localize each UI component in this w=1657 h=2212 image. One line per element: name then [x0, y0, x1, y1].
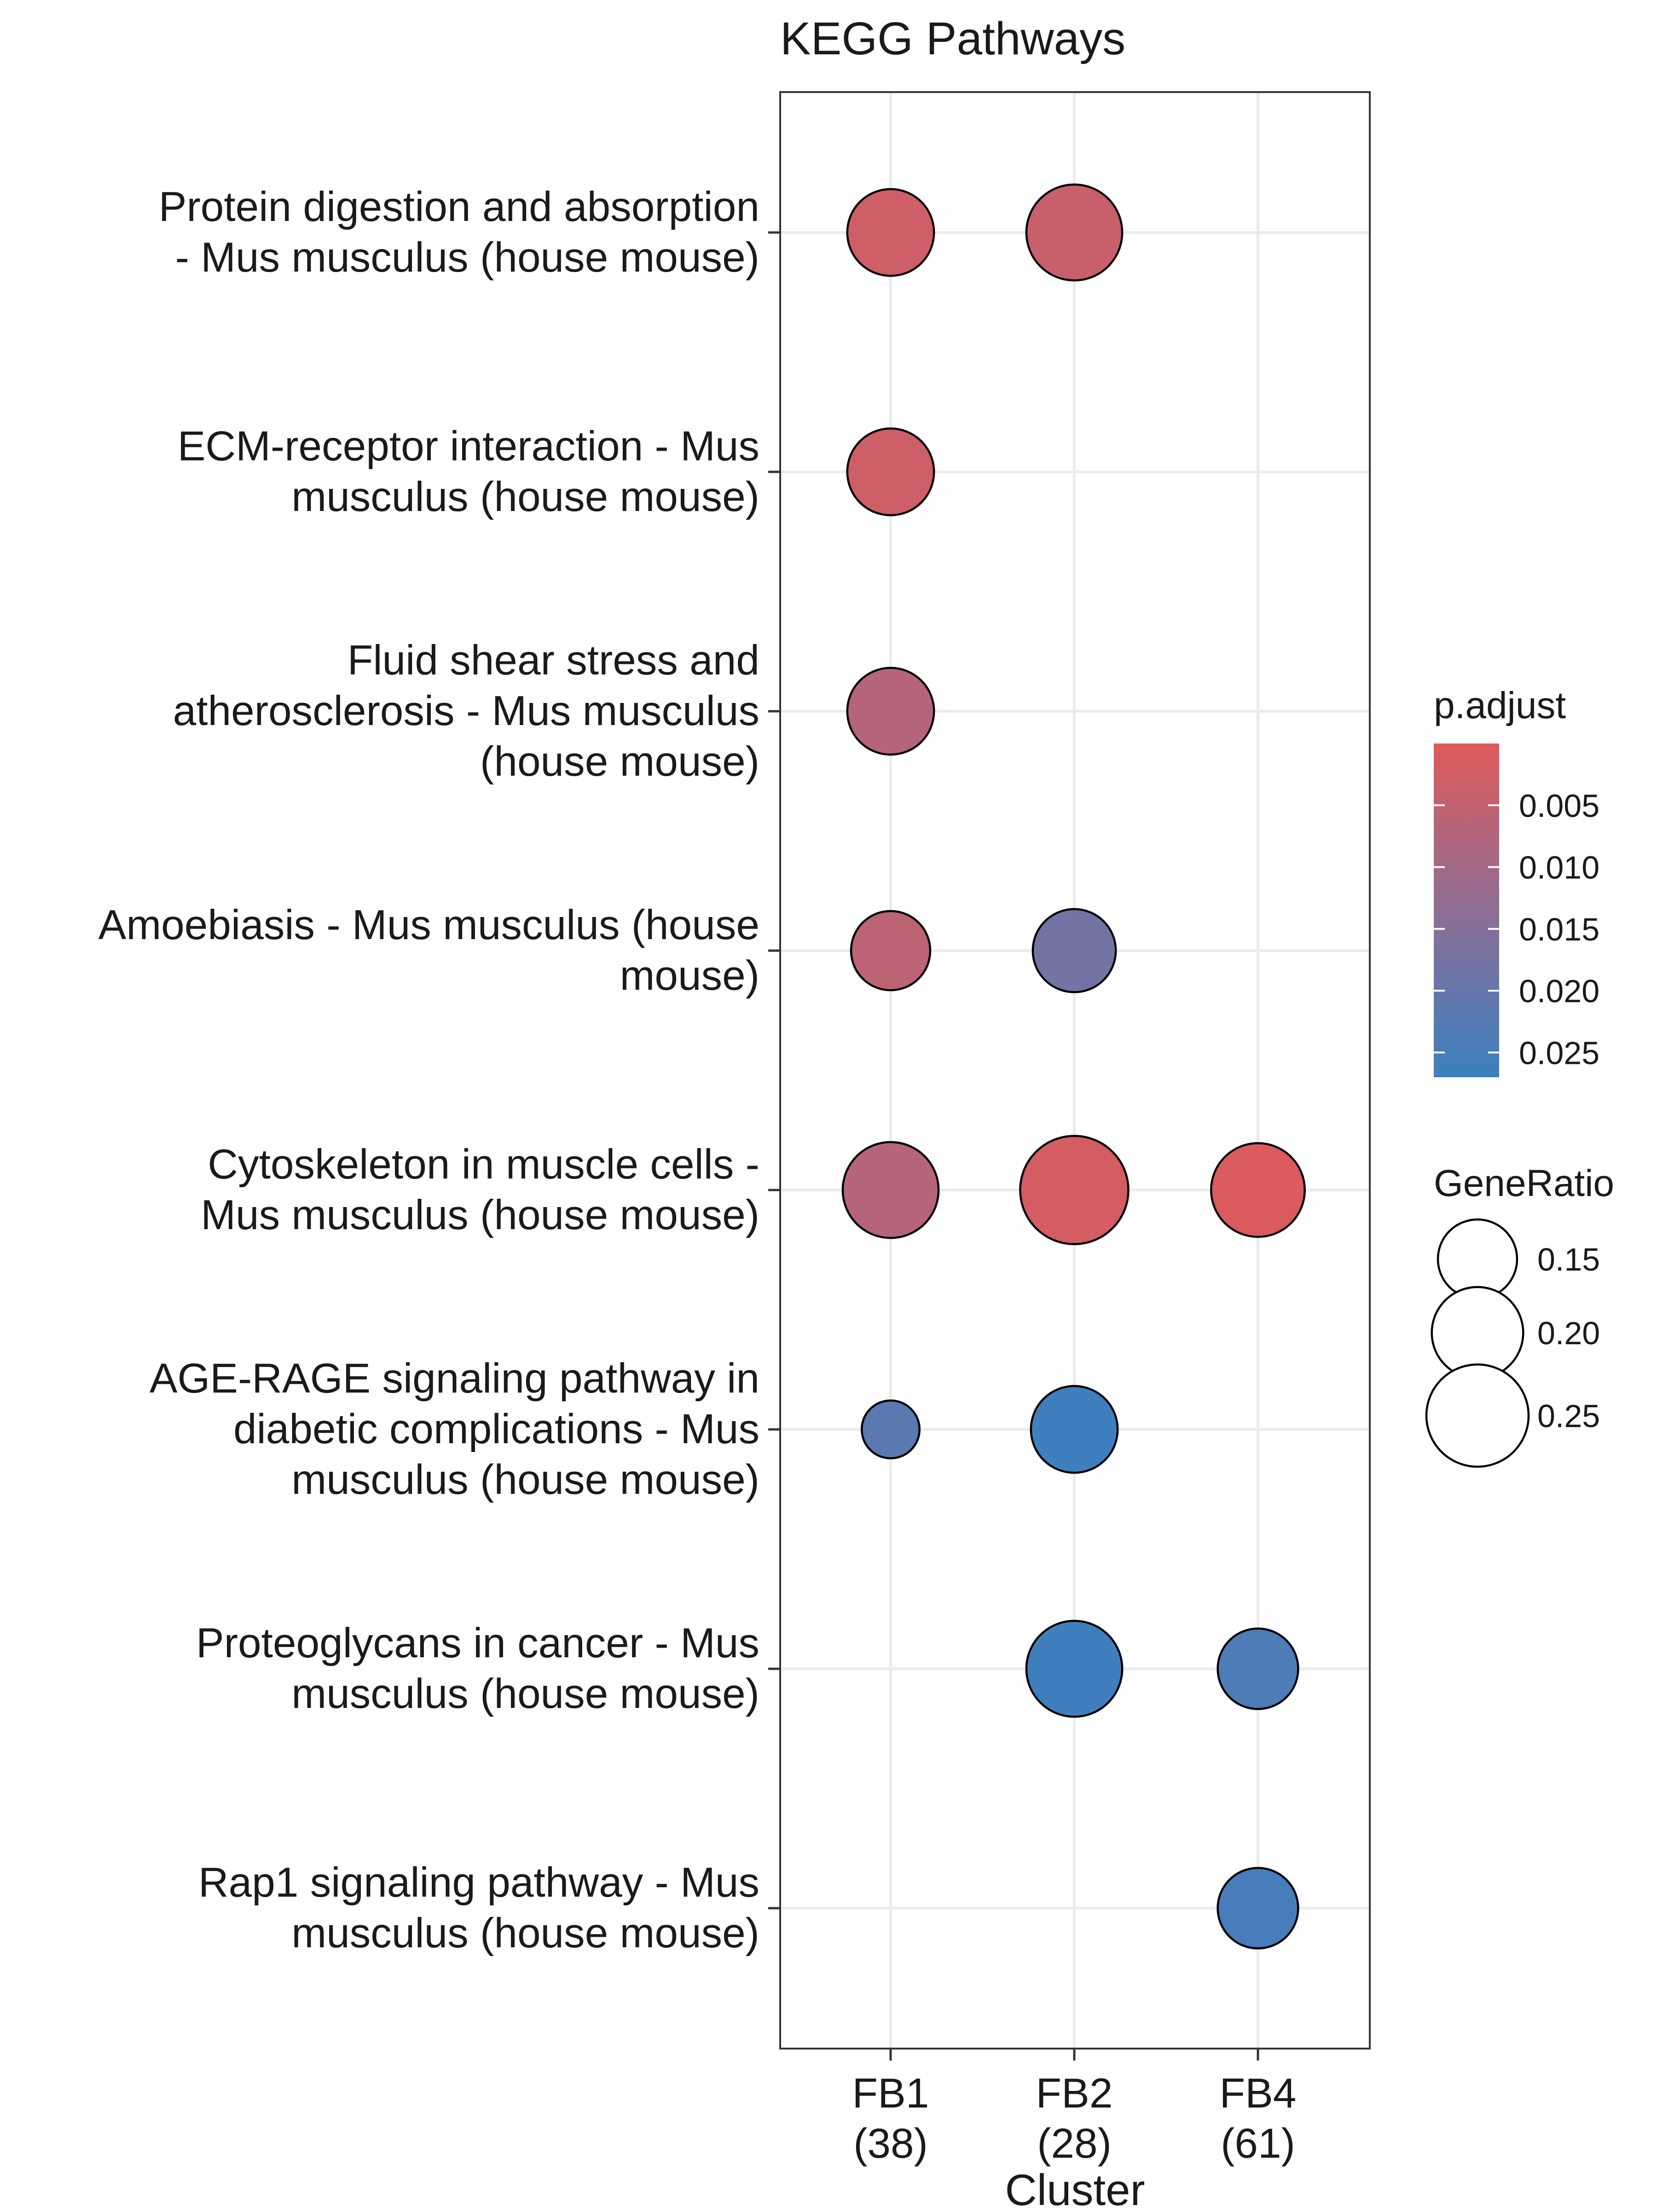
data-point-fb2-row-4 — [1019, 1135, 1130, 1245]
y-tick-label-4: Cytoskeleton in muscle cells -Mus muscul… — [201, 1141, 759, 1238]
y-tick-label-line: Cytoskeleton in muscle cells - — [208, 1141, 759, 1188]
data-point-fb2-row-5 — [1030, 1385, 1119, 1474]
color-legend-label-4: 0.025 — [1519, 1035, 1599, 1071]
chart-title: KEGG Pathways — [780, 13, 1125, 64]
axis-layer: KEGG Pathways Protein digestion and absor… — [98, 13, 1371, 2212]
grid-layer — [780, 92, 1370, 2049]
y-tick-label-line: (house mouse) — [480, 738, 759, 785]
size-legend-title: GeneRatio — [1434, 1162, 1614, 1204]
y-tick-label-7: Rap1 signaling pathway - Mus musculus (ho… — [198, 1859, 759, 1957]
y-tick-label-line: Proteoglycans in cancer - Mus — [196, 1620, 759, 1666]
y-tick-label-line: Protein digestion and absorption — [159, 184, 759, 230]
data-point-fb1-row-2 — [846, 667, 935, 756]
y-tick-label-line: diabetic complications - Mus — [233, 1406, 759, 1452]
data-point-fb2-row-0 — [1025, 183, 1124, 282]
y-tick-label-line: musculus (house mouse) — [291, 1910, 759, 1957]
y-tick-label-line: AGE-RAGE signaling pathway in — [150, 1355, 759, 1402]
data-point-fb2-row-6 — [1025, 1620, 1124, 1718]
x-tick-label-fb4: FB4 — [1220, 2070, 1297, 2117]
data-point-fb1-row-4 — [841, 1141, 940, 1239]
color-legend-label-3: 0.020 — [1519, 973, 1599, 1009]
y-tick-label-5: AGE-RAGE signaling pathway in diabetic co… — [150, 1355, 759, 1503]
data-point-fb1-row-3 — [850, 910, 932, 992]
color-legend-label-1: 0.010 — [1519, 850, 1599, 886]
size-legend-label-0: 0.15 — [1537, 1242, 1600, 1277]
y-tick-label-0: Protein digestion and absorption - Mus mu… — [159, 184, 759, 281]
data-point-fb4-row-6 — [1217, 1627, 1299, 1710]
y-tick-label-line: - Mus musculus (house mouse) — [175, 234, 759, 281]
y-tick-label-line: Fluid shear stress and — [348, 637, 759, 684]
y-tick-label-line: musculus (house mouse) — [291, 1671, 759, 1717]
size-legend-circle-2 — [1425, 1363, 1530, 1468]
data-point-fb1-row-5 — [860, 1399, 921, 1460]
color-legend-title: p.adjust — [1434, 685, 1566, 726]
color-legend-label-0: 0.005 — [1519, 788, 1599, 824]
data-point-fb1-row-0 — [846, 188, 935, 277]
y-tick-label-6: Proteoglycans in cancer - Mus musculus (h… — [196, 1620, 759, 1717]
data-point-fb2-row-3 — [1031, 908, 1117, 993]
x-tick-label-fb1: FB1 — [852, 2070, 929, 2117]
y-tick-label-line: Rap1 signaling pathway - Mus — [198, 1859, 759, 1906]
x-tick-label-fb2: FB2 — [1036, 2070, 1113, 2117]
y-tick-label-line: Amoebiasis - Mus musculus (house — [98, 902, 759, 948]
color-legend-label-2: 0.015 — [1519, 912, 1599, 947]
legend-layer: p.adjust 0.005 0.010 0.015 0.020 0.025 GeneRat… — [1425, 685, 1614, 1468]
x-tick-count-fb2: (28) — [1037, 2120, 1112, 2167]
y-tick-label-3: Amoebiasis - Mus musculus (house mouse) — [98, 902, 759, 999]
y-tick-label-line: musculus (house mouse) — [291, 1457, 759, 1503]
y-tick-label-1: ECM-receptor interaction - Mus musculus (… — [178, 423, 759, 520]
size-legend-label-2: 0.25 — [1537, 1398, 1600, 1434]
y-tick-label-line: atherosclerosis - Mus musculus — [173, 688, 759, 734]
y-tick-label-line: Mus musculus (house mouse) — [201, 1192, 759, 1238]
y-tick-label-line: musculus (house mouse) — [291, 474, 759, 520]
data-point-fb4-row-7 — [1217, 1867, 1299, 1950]
y-tick-label-2: Fluid shear stress and atherosclerosis - … — [173, 637, 759, 785]
color-legend-bar — [1434, 743, 1499, 1077]
points-layer — [841, 183, 1306, 1950]
data-point-fb4-row-4 — [1210, 1142, 1306, 1238]
x-tick-count-fb4: (61) — [1221, 2120, 1295, 2167]
y-tick-label-line: mouse) — [620, 952, 759, 999]
x-tick-count-fb1: (38) — [853, 2120, 928, 2167]
y-tick-label-line: ECM-receptor interaction - Mus — [178, 423, 759, 470]
size-legend-label-1: 0.20 — [1537, 1315, 1600, 1351]
data-point-fb1-row-1 — [846, 427, 935, 517]
x-axis-title: Cluster — [1005, 2166, 1145, 2210]
